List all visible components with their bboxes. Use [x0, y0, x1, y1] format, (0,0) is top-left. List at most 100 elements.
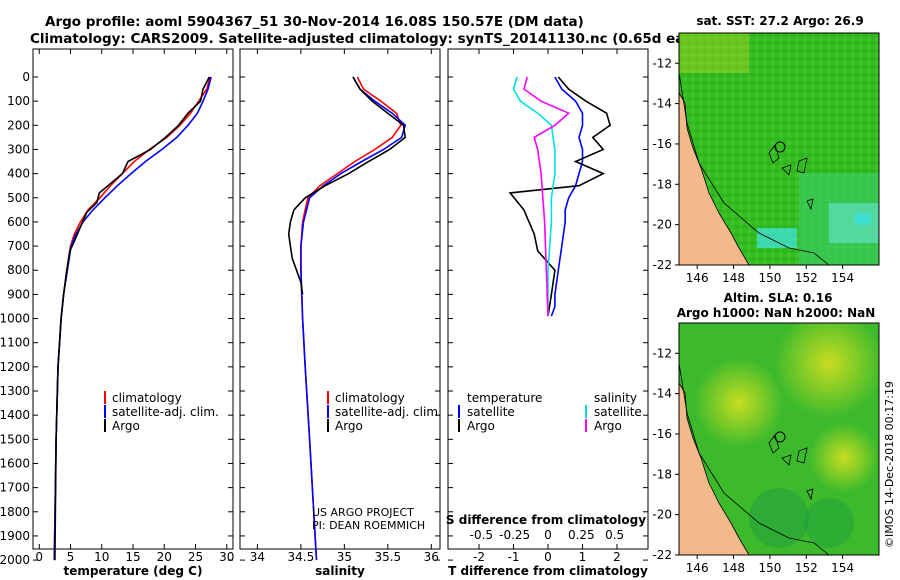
- lat-tick-label: -14: [652, 97, 672, 111]
- x-tick-label: 0: [35, 550, 43, 564]
- lat-tick-label: -18: [652, 467, 672, 481]
- sla-lat-axis: -12 -14 -16 -18 -20 -22: [652, 346, 679, 562]
- depth-tick-label: 1100: [0, 336, 30, 350]
- x-tick-label: 0: [544, 550, 552, 564]
- depth-tick-label: 1800: [0, 505, 30, 519]
- sst-land-australia: [679, 93, 749, 265]
- legend-label-argo: Argo: [335, 419, 363, 433]
- depth-tick-label: 0: [22, 70, 30, 84]
- temperature-axes-frame: [32, 48, 234, 550]
- lon-tick-label: 150: [758, 271, 781, 285]
- depth-tick-label: 200: [7, 118, 30, 132]
- lat-tick-label: -12: [652, 56, 672, 70]
- lon-tick-label: 152: [795, 561, 818, 575]
- sst-map-area: [679, 33, 879, 265]
- depth-tick-label: 800: [7, 263, 30, 277]
- legend-label-s-satellite: satellite: [594, 405, 642, 419]
- series-line-argo: [287, 76, 407, 295]
- x-tick-label: 5: [67, 550, 75, 564]
- series-line-satellite-adj-clim-: [300, 76, 407, 561]
- sla-map-frame: [678, 322, 880, 556]
- sst-cool-patch: [829, 203, 879, 243]
- s-diff-tick-label: 0.25: [568, 528, 595, 542]
- temperature-panel: 0100200300400500600700800900100011001200…: [0, 48, 234, 578]
- x-tick-label: 35.5: [374, 550, 401, 564]
- depth-tick-label: 1400: [0, 408, 30, 422]
- legend-title-temperature: temperature: [467, 391, 542, 405]
- sla-map-title-line1: Altim. SLA: 0.16: [724, 291, 833, 305]
- series-line-salinity-argo: [522, 76, 571, 317]
- sst-map-frame: [678, 32, 880, 266]
- salinity-axis-label: salinity: [315, 564, 365, 578]
- depth-tick-label: 900: [7, 287, 30, 301]
- lon-tick-label: 154: [831, 561, 854, 575]
- lon-tick-label: 148: [722, 271, 745, 285]
- lat-tick-label: -16: [652, 427, 672, 441]
- legend-label-t-argo: Argo: [467, 419, 495, 433]
- x-tick-label: 34: [250, 550, 265, 564]
- sst-warm-patch: [679, 33, 749, 73]
- lon-tick-label: 152: [795, 271, 818, 285]
- difference-depth-ticks: [448, 76, 648, 561]
- depth-tick-label: 100: [7, 94, 30, 108]
- x-tick-label: 2: [613, 550, 621, 564]
- project-label: US ARGO PROJECT: [312, 506, 414, 519]
- figure-title-line2: Climatology: CARS2009. Satellite-adjuste…: [30, 31, 722, 47]
- lon-tick-label: 150: [758, 561, 781, 575]
- legend-label-satellite-adj: satellite-adj. clim.: [112, 405, 219, 419]
- depth-tick-label: 600: [7, 215, 30, 229]
- series-line-temperature-argo: [508, 76, 612, 317]
- sst-profile-marker: [774, 141, 786, 153]
- salinity-depth-ticks: [240, 76, 440, 561]
- figure-title-line1: Argo profile: aoml 5904367_51 30-Nov-201…: [45, 14, 584, 30]
- imos-timestamp: ©IMOS 14-Dec-2018 00:17:19: [883, 381, 896, 548]
- sst-reefs: [768, 144, 814, 211]
- temperature-x-axis: 0 5 10 15 20 25 30: [35, 49, 234, 564]
- temperature-series: [53, 76, 212, 561]
- sla-reefs: [768, 434, 814, 501]
- sst-map-panel: sat. SST: 27.2 Argo: 26.9 -12 -14 -16 -18 -2…: [652, 14, 880, 285]
- depth-tick-label: 400: [7, 167, 30, 181]
- depth-tick-label: 1300: [0, 384, 30, 398]
- sst-cyan-patch: [757, 228, 797, 248]
- legend-label-t-satellite: satellite: [467, 405, 515, 419]
- legend-label-argo: Argo: [112, 419, 140, 433]
- lat-tick-label: -12: [652, 346, 672, 360]
- sla-land-australia: [679, 383, 749, 555]
- t-difference-axis-label: T difference from climatology: [448, 564, 648, 578]
- lon-tick-label: 148: [722, 561, 745, 575]
- x-tick-label: -1: [508, 550, 520, 564]
- depth-tick-label: 500: [7, 191, 30, 205]
- sla-profile-marker: [774, 431, 786, 443]
- depth-tick-label: 1700: [0, 481, 30, 495]
- sla-map-title-line2: Argo h1000: NaN h2000: NaN: [677, 306, 876, 320]
- legend-label-climatology: climatology: [112, 391, 182, 405]
- depth-tick-label: 700: [7, 239, 30, 253]
- salinity-series: [287, 76, 407, 561]
- sst-cyan-cell: [855, 213, 871, 225]
- legend-label-satellite-adj: satellite-adj. clim.: [335, 405, 442, 419]
- difference-x-axis: -2 -1 0 1 2: [473, 49, 621, 564]
- sla-high-anomaly-east: [809, 423, 879, 493]
- temperature-axis-label: temperature (deg C): [64, 564, 203, 578]
- lon-tick-label: 146: [686, 561, 709, 575]
- x-tick-label: -2: [473, 550, 485, 564]
- x-tick-label: 1: [579, 550, 587, 564]
- depth-tick-label: 1500: [0, 432, 30, 446]
- sla-map-panel: Altim. SLA: 0.16 Argo h1000: NaN h2000: …: [652, 291, 880, 575]
- legend-title-salinity: salinity: [594, 391, 637, 405]
- sla-high-anomaly-north: [774, 323, 879, 418]
- s-difference-axis-label: S difference from climatology: [446, 513, 646, 527]
- x-tick-label: 30: [219, 550, 234, 564]
- salinity-axes-frame: [239, 48, 441, 550]
- difference-series: [508, 76, 612, 317]
- x-tick-label: 35: [337, 550, 352, 564]
- sla-shelf-contour: [679, 362, 830, 555]
- difference-legend: temperature satellite Argo salinity sate…: [458, 391, 642, 433]
- lon-tick-label: 154: [831, 271, 854, 285]
- depth-tick-label: 1600: [0, 456, 30, 470]
- lat-tick-label: -18: [652, 177, 672, 191]
- salinity-x-axis: 34 34.5 35 35.5 36: [250, 49, 439, 564]
- s-diff-tick-label: -0.25: [499, 528, 530, 542]
